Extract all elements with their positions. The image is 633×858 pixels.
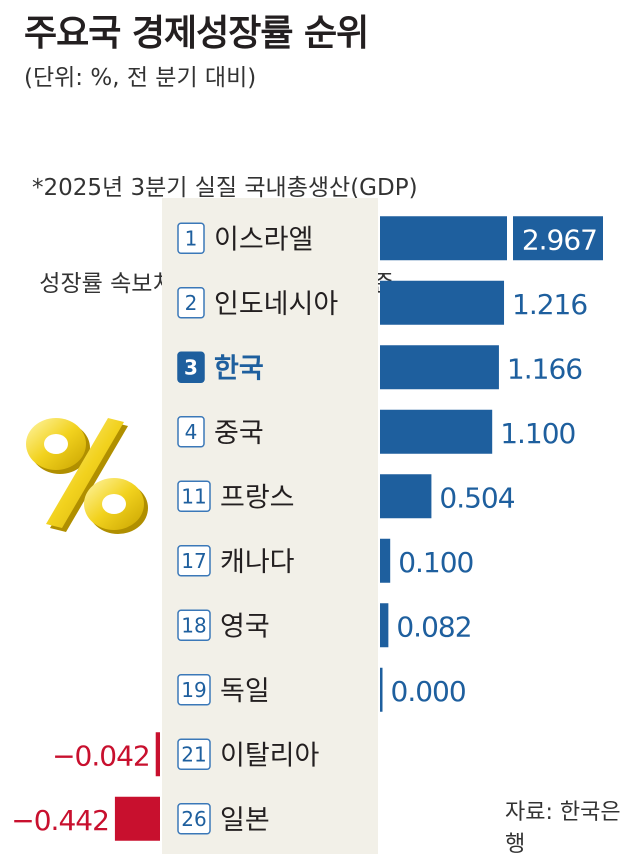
rank-badge bbox=[177, 609, 211, 641]
rank-number: 11 bbox=[181, 484, 206, 508]
data-bar bbox=[380, 216, 507, 261]
data-label: 0.100 bbox=[398, 546, 473, 579]
data-label: 0.000 bbox=[391, 675, 466, 708]
data-bar bbox=[380, 667, 383, 712]
data-bar bbox=[380, 538, 391, 583]
data-label: 2.967 bbox=[522, 223, 597, 256]
rank-number: 17 bbox=[181, 549, 206, 573]
rank-number: 26 bbox=[181, 807, 206, 831]
percent-3d-icon bbox=[26, 418, 148, 534]
rank-badge bbox=[177, 222, 205, 254]
rank-badge bbox=[177, 480, 211, 512]
rank-number: 18 bbox=[181, 613, 206, 637]
data-bar bbox=[380, 603, 389, 648]
data-bar bbox=[380, 280, 505, 325]
country-label: 독일 bbox=[220, 676, 270, 707]
data-bar bbox=[114, 796, 160, 841]
data-label: −0.442 bbox=[11, 804, 109, 837]
country-label: 프랑스 bbox=[220, 482, 295, 513]
data-bar bbox=[380, 409, 493, 454]
country-label: 한국 bbox=[214, 353, 264, 384]
chart-title: 주요국 경제성장률 순위 bbox=[24, 13, 369, 54]
country-label: 일본 bbox=[220, 805, 270, 836]
data-bar bbox=[380, 345, 499, 390]
rank-number: 4 bbox=[185, 420, 198, 444]
country-label: 인도네시아 bbox=[214, 289, 338, 320]
rank-number: 3 bbox=[184, 355, 198, 379]
data-bar bbox=[513, 216, 603, 261]
rank-badge bbox=[177, 803, 211, 835]
data-label: 0.504 bbox=[439, 481, 514, 514]
source-label: 자료: 한국은행 bbox=[505, 800, 621, 857]
data-label: 1.166 bbox=[507, 352, 582, 385]
country-label: 캐나다 bbox=[220, 547, 295, 578]
rank-number: 2 bbox=[185, 291, 198, 315]
data-bar bbox=[380, 474, 432, 519]
data-label: 1.216 bbox=[512, 288, 587, 321]
rank-badge bbox=[177, 545, 211, 577]
data-label: −0.042 bbox=[52, 739, 150, 772]
country-label: 이스라엘 bbox=[214, 224, 313, 255]
data-bar bbox=[155, 732, 160, 777]
rank-badge bbox=[177, 287, 205, 319]
data-label: 1.100 bbox=[500, 417, 575, 450]
footnote-line-1: *2025년 3분기 실질 국내총생산(GDP) bbox=[32, 175, 418, 201]
rank-badge bbox=[177, 416, 205, 448]
rank-number: 19 bbox=[181, 678, 206, 702]
country-label: 영국 bbox=[220, 611, 270, 642]
rank-badge bbox=[177, 674, 211, 706]
rank-badge bbox=[177, 351, 205, 383]
unit-label: (단위: %, 전 분기 대비) bbox=[24, 65, 257, 91]
rank-number: 1 bbox=[185, 226, 198, 250]
rank-number: 21 bbox=[181, 742, 206, 766]
country-label: 이탈리아 bbox=[220, 740, 320, 771]
data-label: 0.082 bbox=[396, 610, 471, 643]
country-label: 중국 bbox=[214, 418, 264, 449]
rank-badge bbox=[177, 738, 211, 770]
